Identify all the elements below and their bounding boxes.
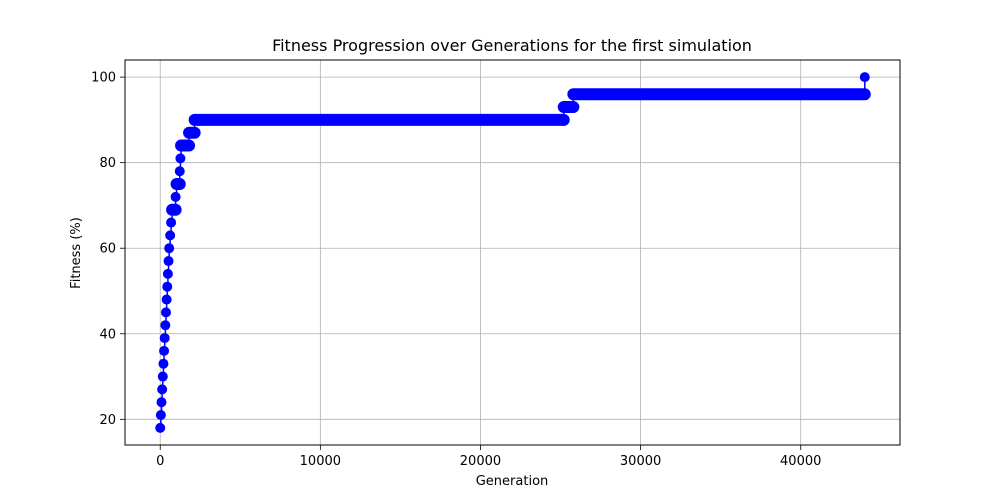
data-point: [156, 397, 167, 408]
series-line: [160, 77, 866, 429]
data-point: [160, 307, 171, 318]
data-point: [175, 153, 186, 164]
chart-title: Fitness Progression over Generations for…: [272, 36, 752, 55]
data-point: [155, 422, 166, 433]
data-point: [155, 410, 166, 421]
tick-layer: 0 10000 20000 30000 40000 20 40 60 80 100: [91, 71, 821, 469]
plot-frame: [124, 59, 901, 446]
data-point: [166, 217, 177, 228]
data-point: [158, 358, 169, 369]
y-tick-label: 100: [91, 71, 116, 86]
data-point: [162, 281, 173, 292]
data-point: [159, 345, 170, 356]
x-tick-label: 30000: [620, 454, 661, 469]
y-tick-label: 80: [99, 156, 116, 171]
x-axis-label: Generation: [476, 474, 549, 489]
y-tick-label: 40: [99, 327, 116, 342]
x-tick-label: 20000: [460, 454, 501, 469]
y-tick-label: 60: [99, 242, 116, 257]
data-point: [165, 230, 176, 241]
x-tick-label: 10000: [300, 454, 341, 469]
x-tick-label: 40000: [780, 454, 821, 469]
data-point: [170, 191, 181, 202]
data-point: [160, 320, 171, 331]
data-point: [157, 384, 168, 395]
data-point: [157, 371, 168, 382]
data-layer: [155, 72, 871, 433]
data-point: [162, 268, 173, 279]
data-point: [859, 72, 870, 83]
data-point: [159, 333, 170, 344]
y-tick-label: 20: [99, 413, 116, 428]
data-point: [163, 256, 174, 267]
data-point: [174, 166, 185, 177]
data-point: [161, 294, 172, 305]
y-axis-label: Fitness (%): [69, 217, 84, 289]
x-tick-label: 0: [156, 454, 164, 469]
data-point: [164, 243, 175, 254]
